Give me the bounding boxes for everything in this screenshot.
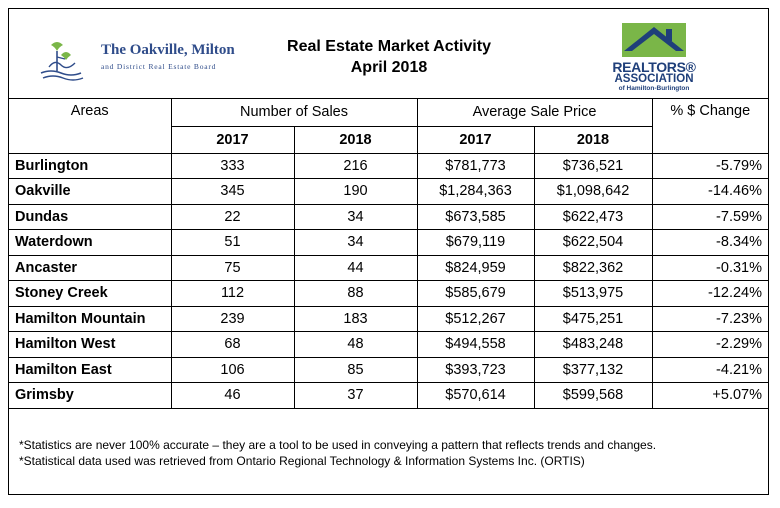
area-cell: Hamilton Mountain: [9, 305, 172, 332]
table-row: Oakville 345 190 $1,284,363 $1,098,642 -14.46…: [9, 178, 768, 205]
percent-change-cell: -7.23%: [651, 305, 768, 332]
price-2017-header: 2017: [416, 125, 535, 154]
oakville-tree-logo-icon: [40, 42, 84, 81]
percent-change-cell: -5.79%: [651, 152, 768, 179]
price-2017-cell: $824,959: [416, 254, 535, 281]
sales-2018-cell: 37: [293, 382, 418, 409]
sales-2017-cell: 239: [170, 305, 295, 332]
price-2017-cell: $1,284,363: [416, 178, 535, 205]
percent-change-cell: -12.24%: [651, 280, 768, 307]
sales-2017-cell: 106: [170, 356, 295, 383]
price-2018-cell: $622,504: [533, 229, 653, 256]
price-2017-cell: $679,119: [416, 229, 535, 256]
table-row: Hamilton East 106 85 $393,723 $377,132 -4.21%: [9, 356, 768, 383]
area-cell: Grimsby: [9, 382, 172, 409]
percent-change-cell: -2.29%: [651, 331, 768, 358]
price-2017-cell: $585,679: [416, 280, 535, 307]
sales-2017-cell: 345: [170, 178, 295, 205]
price-2018-cell: $736,521: [533, 152, 653, 179]
price-2017-cell: $494,558: [416, 331, 535, 358]
table-row: Waterdown 51 34 $679,119 $622,504 -8.34%: [9, 229, 768, 256]
sales-2018-cell: 190: [293, 178, 418, 205]
area-cell: Hamilton West: [9, 331, 172, 358]
sales-2017-cell: 112: [170, 280, 295, 307]
price-2017-cell: $393,723: [416, 356, 535, 383]
sales-2018-cell: 183: [293, 305, 418, 332]
price-2017-cell: $781,773: [416, 152, 535, 179]
area-cell: Burlington: [9, 152, 172, 179]
price-2018-cell: $1,098,642: [533, 178, 653, 205]
area-cell: Stoney Creek: [9, 280, 172, 307]
table-year-row: 2017 2018 2017 2018: [9, 125, 768, 154]
percent-change-cell: -14.46%: [651, 178, 768, 205]
report-frame: The Oakville, Milton and District Real E…: [8, 8, 769, 495]
board-subline: and District Real Estate Board: [101, 62, 217, 71]
sales-2017-cell: 333: [170, 152, 295, 179]
percent-change-cell: -8.34%: [651, 229, 768, 256]
report-header: The Oakville, Milton and District Real E…: [9, 9, 768, 99]
table-header-row: Areas Number of Sales Average Sale Price…: [9, 99, 768, 154]
sales-2018-cell: 85: [293, 356, 418, 383]
footnote-source: *Statistical data used was retrieved fro…: [19, 454, 585, 468]
area-cell: Hamilton East: [9, 356, 172, 383]
table-row: Ancaster 75 44 $824,959 $822,362 -0.31%: [9, 254, 768, 281]
price-2017-cell: $673,585: [416, 203, 535, 230]
price-2017-cell: $512,267: [416, 305, 535, 332]
association-text: ASSOCIATION: [614, 73, 694, 85]
table-row: Hamilton West 68 48 $494,558 $483,248 -2.29%: [9, 331, 768, 358]
percent-change-cell: -4.21%: [651, 356, 768, 383]
area-cell: Waterdown: [9, 229, 172, 256]
footnotes: *Statistics are never 100% accurate – th…: [19, 437, 656, 469]
title-line-1: Real Estate Market Activity: [287, 38, 491, 55]
sales-2018-cell: 88: [293, 280, 418, 307]
sales-2018-cell: 34: [293, 229, 418, 256]
percent-change-cell: +5.07%: [651, 382, 768, 409]
title-line-2: April 2018: [350, 59, 428, 76]
area-cell: Ancaster: [9, 254, 172, 281]
sales-2017-cell: 51: [170, 229, 295, 256]
price-2017-cell: $570,614: [416, 382, 535, 409]
percent-change-header: % $ Change: [651, 99, 768, 154]
price-2018-cell: $622,473: [533, 203, 653, 230]
realtors-text: REALTORS®: [612, 59, 696, 75]
sales-2017-cell: 46: [170, 382, 295, 409]
price-2018-cell: $599,568: [533, 382, 653, 409]
percent-change-cell: -7.59%: [651, 203, 768, 230]
table-row: Dundas 22 34 $673,585 $622,473 -7.59%: [9, 203, 768, 230]
sales-2018-cell: 48: [293, 331, 418, 358]
average-sale-price-header: Average Sale Price: [416, 99, 653, 127]
sales-2018-cell: 216: [293, 152, 418, 179]
area-cell: Dundas: [9, 203, 172, 230]
areas-header: Areas: [9, 99, 172, 154]
realtors-association-logo: REALTORS® ASSOCIATION of Hamilton-Burlin…: [609, 21, 699, 97]
price-2018-header: 2018: [533, 125, 652, 154]
sales-2017-cell: 75: [170, 254, 295, 281]
sales-2018-header: 2018: [293, 125, 418, 154]
price-2018-cell: $483,248: [533, 331, 653, 358]
board-name: The Oakville, Milton: [101, 42, 235, 58]
table-row: Stoney Creek 112 88 $585,679 $513,975 -12.24%: [9, 280, 768, 307]
report-title: Real Estate Market Activity April 2018: [259, 36, 519, 78]
number-of-sales-header: Number of Sales: [170, 99, 418, 127]
price-2018-cell: $377,132: [533, 356, 653, 383]
sales-2018-cell: 44: [293, 254, 418, 281]
sales-2017-cell: 22: [170, 203, 295, 230]
area-cell: Oakville: [9, 178, 172, 205]
price-2018-cell: $822,362: [533, 254, 653, 281]
sales-2017-cell: 68: [170, 331, 295, 358]
percent-change-cell: -0.31%: [651, 254, 768, 281]
price-2018-cell: $475,251: [533, 305, 653, 332]
association-region-text: of Hamilton-Burlington: [618, 85, 690, 92]
footnote-accuracy: *Statistics are never 100% accurate – th…: [19, 438, 657, 452]
table-row: Burlington 333 216 $781,773 $736,521 -5.79%: [9, 152, 768, 179]
table-row: Hamilton Mountain 239 183 $512,267 $475,251-…: [9, 305, 768, 332]
house-roof-logo-icon: [614, 21, 694, 59]
table-row: Grimsby 46 37 $570,614 $599,568 +5.07%: [9, 382, 768, 409]
sales-2018-cell: 34: [293, 203, 418, 230]
market-activity-table: Areas Number of Sales Average Sale Price…: [9, 99, 768, 409]
oakville-board-logo: The Oakville, Milton and District Real E…: [37, 37, 267, 87]
price-2018-cell: $513,975: [533, 280, 653, 307]
sales-2017-header: 2017: [171, 125, 295, 154]
